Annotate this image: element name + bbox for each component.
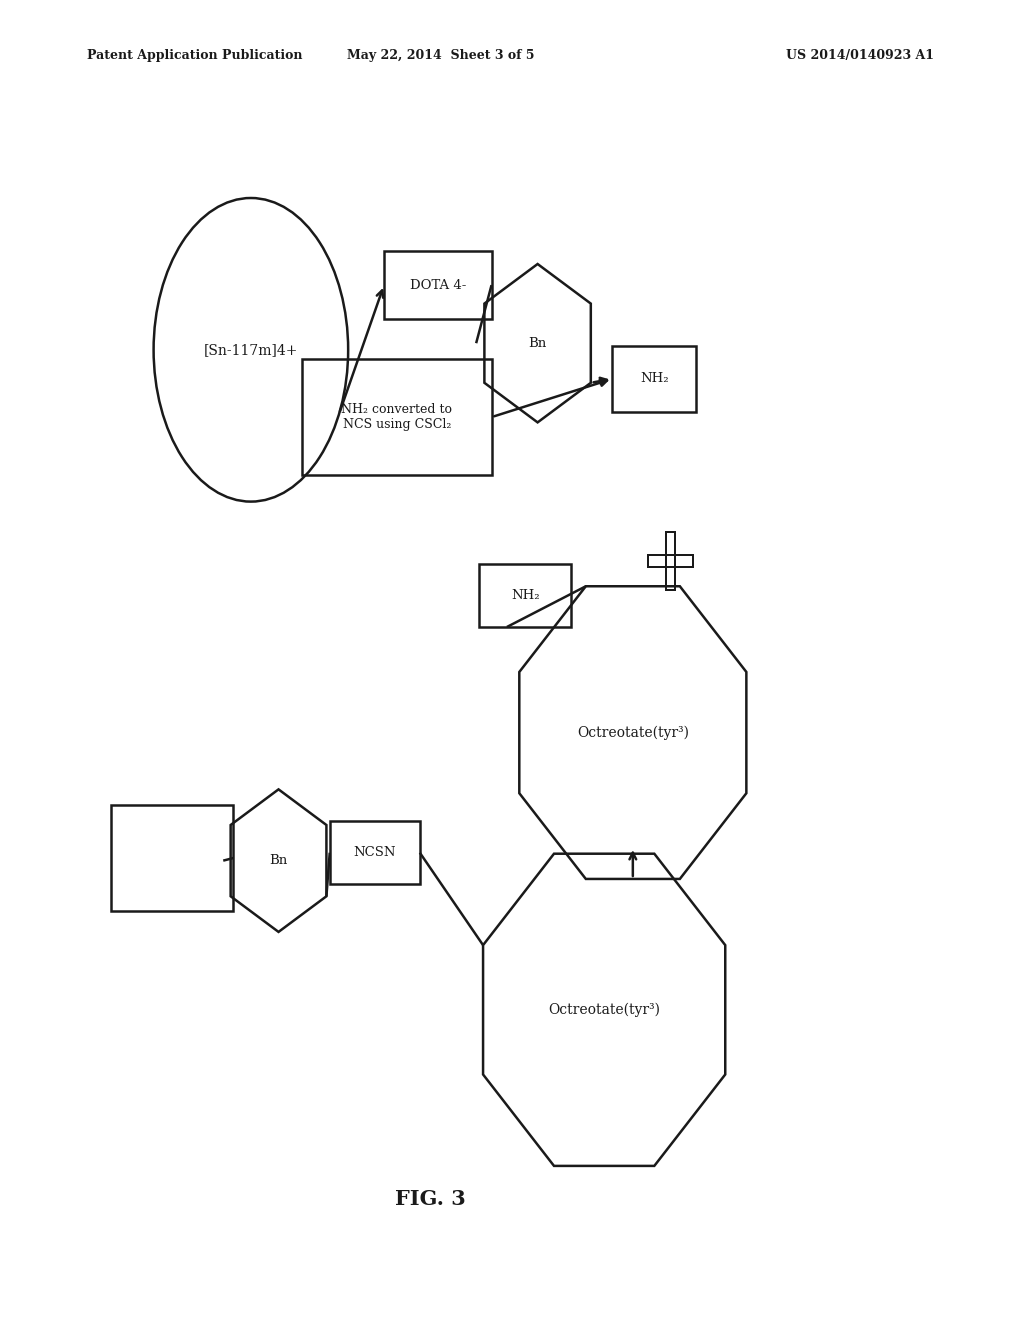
Bar: [612, 346, 696, 412]
Text: Bn: Bn: [528, 337, 547, 350]
Text: FIG. 3: FIG. 3: [394, 1188, 466, 1209]
Bar: [479, 564, 571, 627]
Bar: [111, 805, 233, 911]
Bar: [330, 821, 420, 884]
Text: Octreotate(tyr³): Octreotate(tyr³): [548, 1003, 660, 1016]
Text: [Sn-117m]4+: [Sn-117m]4+: [204, 343, 298, 356]
Bar: [384, 251, 492, 319]
Text: NH₂: NH₂: [511, 589, 540, 602]
Text: NCSN: NCSN: [353, 846, 396, 859]
Text: NH₂ converted to
NCS using CSCl₂: NH₂ converted to NCS using CSCl₂: [341, 403, 453, 432]
Text: US 2014/0140923 A1: US 2014/0140923 A1: [786, 49, 934, 62]
Text: NH₂: NH₂: [640, 372, 669, 385]
Text: Octreotate(tyr³): Octreotate(tyr³): [577, 726, 689, 739]
Bar: [302, 359, 492, 475]
Text: Bn: Bn: [269, 854, 288, 867]
Text: DOTA 4-: DOTA 4-: [410, 279, 466, 292]
Text: Patent Application Publication: Patent Application Publication: [87, 49, 302, 62]
Bar: [648, 556, 693, 566]
Text: May 22, 2014  Sheet 3 of 5: May 22, 2014 Sheet 3 of 5: [346, 49, 535, 62]
Bar: [667, 532, 675, 590]
